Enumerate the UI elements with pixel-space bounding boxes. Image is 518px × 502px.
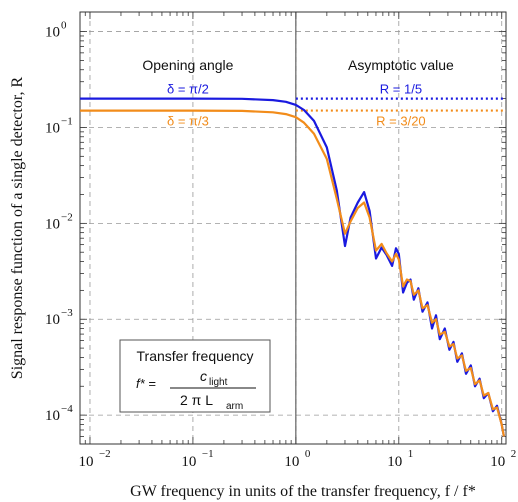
formula-numerator-subscript: light: [209, 377, 228, 388]
formula-denominator: 2 π L: [180, 392, 213, 408]
asymptote-label-3-20: R = 3/20: [376, 114, 426, 129]
y-tick-exponent: 0: [61, 20, 67, 32]
x-tick-label: 10: [78, 454, 93, 470]
transfer-frequency-title: Transfer frequency: [137, 348, 254, 364]
y-tick-exponent: −1: [61, 115, 73, 127]
formula-denominator-subscript: arm: [226, 401, 243, 412]
y-tick-exponent: −3: [61, 307, 73, 319]
series-label-pi-over-2: δ = π/2: [167, 82, 209, 97]
y-tick-label: 10: [45, 120, 60, 136]
y-tick-exponent: −2: [61, 211, 73, 223]
y-tick-label: 10: [45, 25, 60, 41]
formula-numerator: c: [200, 368, 207, 384]
series-label-pi-over-3: δ = π/3: [167, 114, 209, 129]
x-tick-label: 10: [284, 454, 299, 470]
x-tick-exponent: 0: [305, 448, 311, 460]
transfer-frequency-box: Transfer frequency f* = c light 2 π L ar…: [119, 339, 271, 413]
y-tick-label: 10: [45, 216, 60, 232]
y-tick-exponent: −4: [61, 403, 73, 415]
x-tick-label: 10: [181, 454, 196, 470]
series-line: [80, 109, 505, 437]
y-tick-label: 10: [45, 408, 60, 424]
x-tick-exponent: 1: [408, 448, 414, 460]
x-tick-exponent: 2: [511, 448, 517, 460]
y-axis-label: Signal response function of a single det…: [9, 76, 26, 379]
x-tick-exponent: −1: [202, 448, 214, 460]
transfer-frequency-box-frame: [119, 339, 271, 413]
x-tick-label: 10: [490, 454, 505, 470]
transfer-frequency-lhs: f* =: [136, 376, 156, 391]
asymptote-label-1-5: R = 1/5: [380, 82, 422, 97]
x-axis-label: GW frequency in units of the transfer fr…: [130, 483, 476, 500]
axis-ticks: 10 −2 10 −1 10 0 10 1 10 210 −410 −310 −210 −110 0: [45, 12, 516, 470]
asymptotic-value-header: Asymptotic value: [348, 57, 454, 73]
y-tick-label: 10: [45, 312, 60, 328]
x-tick-exponent: −2: [99, 448, 111, 460]
series-layer: [80, 97, 506, 437]
opening-angle-header: Opening angle: [142, 57, 233, 73]
x-tick-label: 10: [387, 454, 402, 470]
